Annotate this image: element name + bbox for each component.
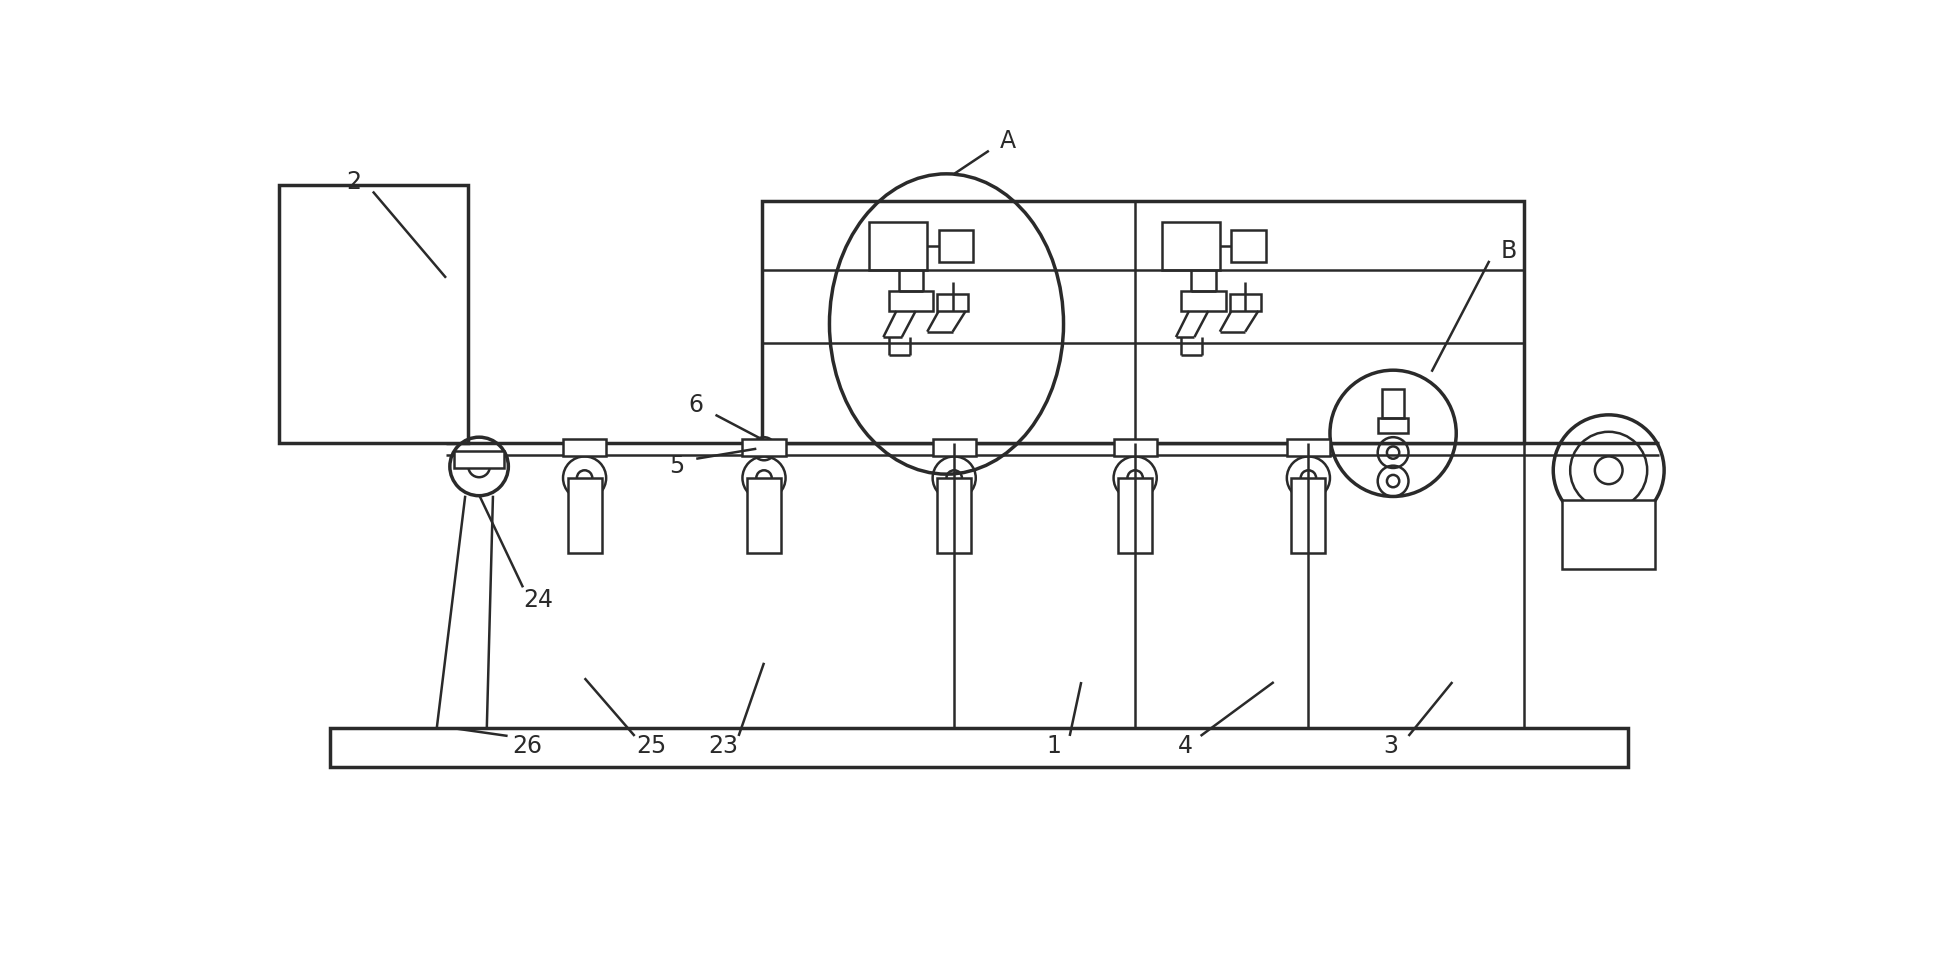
Bar	[937, 478, 971, 554]
Bar	[1286, 439, 1329, 456]
Text: 1: 1	[1047, 734, 1061, 758]
Bar	[888, 291, 933, 311]
Bar	[748, 478, 781, 554]
Bar	[1114, 439, 1157, 456]
Bar	[742, 439, 785, 456]
Text: 2: 2	[346, 169, 360, 193]
Text: 6: 6	[689, 393, 703, 417]
Text: 24: 24	[523, 587, 554, 611]
Bar	[1117, 478, 1151, 554]
Bar	[1229, 294, 1260, 311]
Bar	[937, 230, 973, 262]
Bar	[278, 185, 468, 443]
Text: 4: 4	[1176, 734, 1192, 758]
Text: 26: 26	[511, 734, 542, 758]
Bar	[761, 201, 1523, 443]
Bar	[564, 439, 607, 456]
Bar	[1292, 478, 1325, 554]
Bar	[1382, 388, 1403, 418]
Bar	[1562, 500, 1654, 569]
Bar	[1162, 222, 1219, 270]
Text: 25: 25	[636, 734, 667, 758]
Bar	[1231, 230, 1266, 262]
Bar	[454, 451, 503, 468]
Text: B: B	[1499, 239, 1517, 263]
Text: A: A	[1000, 129, 1016, 153]
Bar	[869, 222, 928, 270]
Text: 3: 3	[1382, 734, 1397, 758]
Bar	[331, 728, 1626, 767]
Bar	[1180, 291, 1225, 311]
Bar	[1378, 418, 1407, 433]
Bar	[568, 478, 601, 554]
Text: 5: 5	[669, 455, 685, 479]
Text: 23: 23	[708, 734, 738, 758]
Bar	[932, 439, 975, 456]
Bar	[937, 294, 967, 311]
